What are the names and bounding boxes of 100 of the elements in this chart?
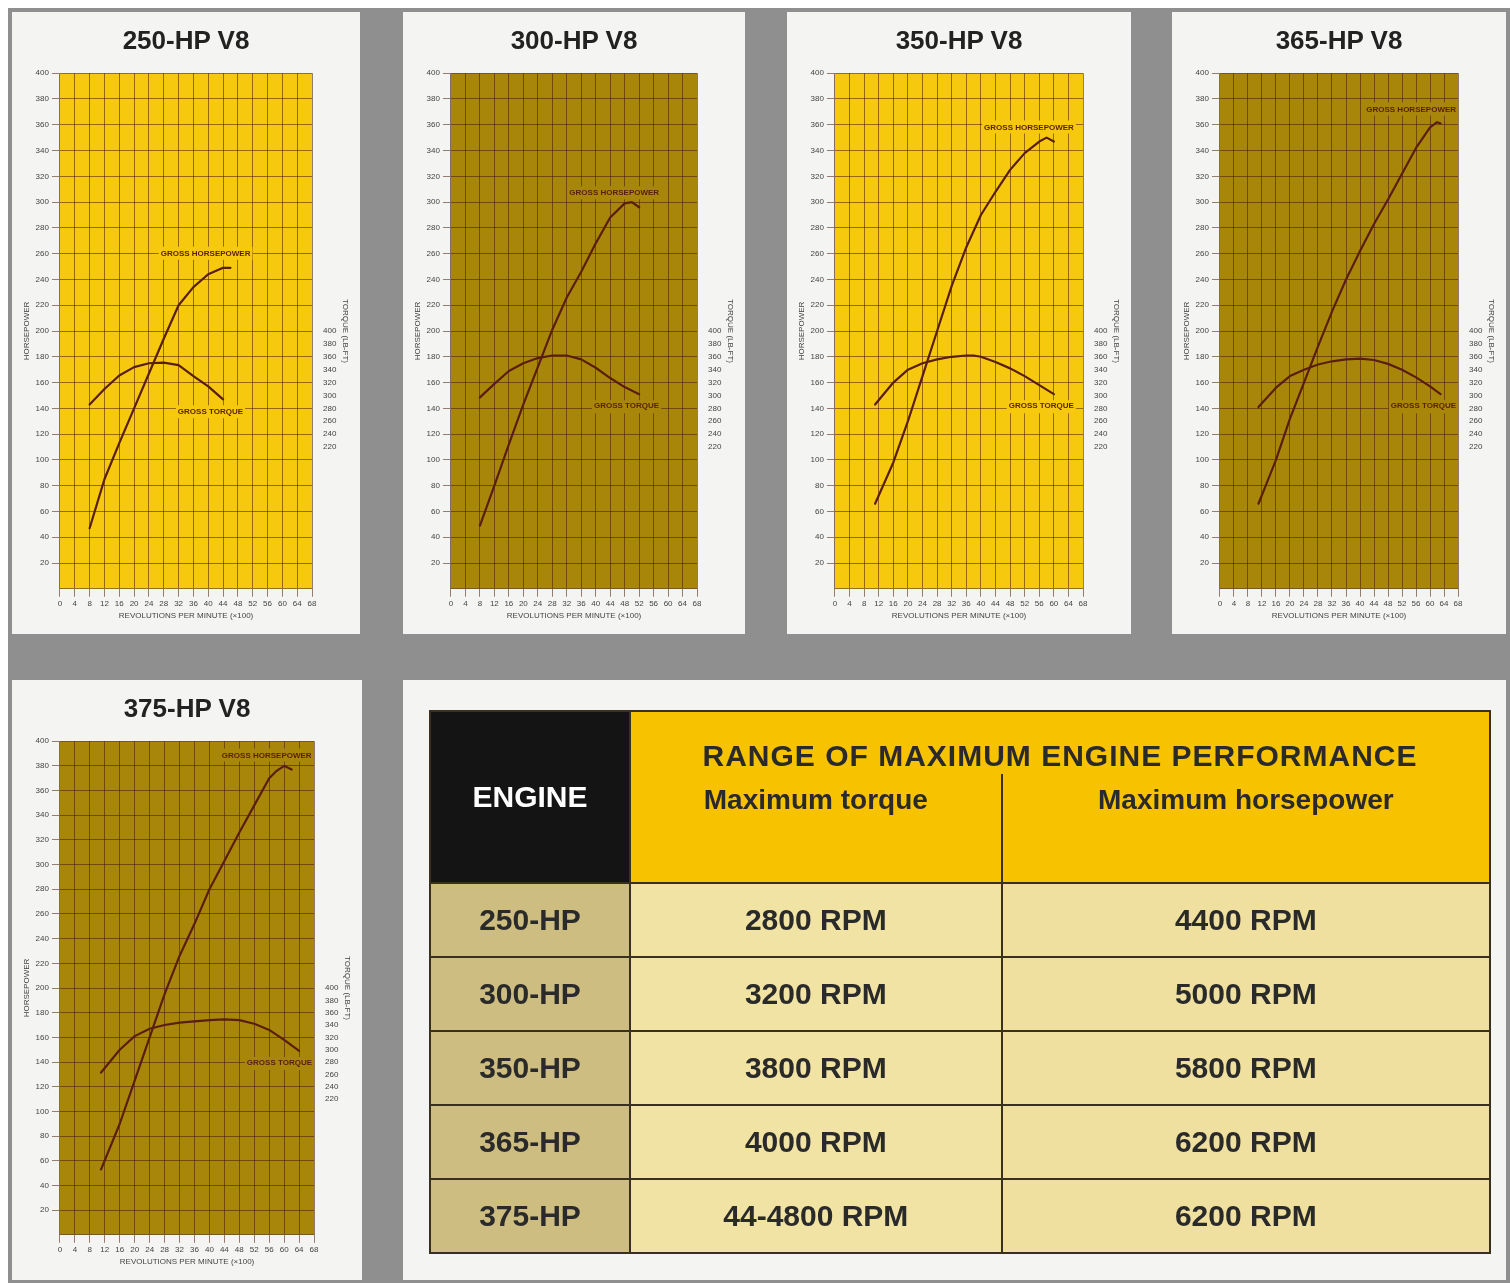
- chart-title: 375-HP V8: [123, 692, 251, 723]
- x-tick-label: 52: [249, 1244, 260, 1254]
- y-tick-label: 40: [815, 532, 825, 542]
- y-tick-label: 100: [810, 455, 825, 465]
- y2-tick-label: 320: [1094, 377, 1108, 387]
- x-tick-label: 60: [663, 598, 674, 608]
- x-tick-label: 32: [562, 598, 572, 608]
- y-tick-label: 80: [431, 480, 441, 490]
- x-tick-label: 36: [1341, 598, 1351, 608]
- x-tick-label: 12: [100, 1244, 110, 1254]
- y-tick-label: 340: [1195, 145, 1210, 155]
- y-tick-label: 340: [35, 810, 50, 820]
- y2-tick-label: 340: [1469, 364, 1483, 374]
- y-tick-label: 380: [810, 94, 825, 104]
- x-tick-label: 64: [292, 598, 303, 608]
- y-tick-label: 20: [40, 1205, 50, 1215]
- text: 6200 RPM: [1174, 1199, 1317, 1232]
- text: GROSS TORQUE: [177, 406, 244, 416]
- y-tick-label: 380: [35, 761, 50, 771]
- x-tick-label: 48: [620, 598, 630, 608]
- y-tick-label: 220: [810, 300, 825, 310]
- x-tick-label: 40: [976, 598, 986, 608]
- x-tick-label: 36: [576, 598, 587, 608]
- x-axis-title: REVOLUTIONS PER MINUTE (×100): [1271, 611, 1407, 621]
- y-tick-label: 40: [1200, 532, 1210, 542]
- y2-axis-title: TORQUE (LB-FT): [343, 956, 352, 1021]
- y-tick-label: 300: [35, 859, 50, 869]
- x-tick-label: 8: [87, 1244, 93, 1254]
- x-tick-label: 4: [72, 1244, 78, 1254]
- x-tick-label: 12: [1257, 598, 1267, 608]
- y2-tick-label: 380: [1469, 339, 1483, 349]
- y2-tick-label: 380: [708, 339, 722, 349]
- y2-tick-label: 260: [325, 1069, 339, 1079]
- x-tick-label: 16: [115, 1244, 125, 1254]
- y-tick-label: 240: [35, 274, 50, 284]
- y2-tick-label: 400: [325, 983, 339, 993]
- x-tick-label: 20: [903, 598, 913, 608]
- y-tick-label: 340: [426, 145, 441, 155]
- text: GROSS HORSEPOWER: [221, 750, 312, 760]
- text: 6200 RPM: [1174, 1125, 1317, 1158]
- y-tick-label: 100: [1195, 455, 1210, 465]
- y2-tick-label: 240: [325, 1081, 339, 1091]
- y-tick-label: 160: [1195, 377, 1210, 387]
- text: 5800 RPM: [1174, 1051, 1317, 1084]
- x-tick-label: 4: [72, 598, 78, 608]
- y-tick-label: 160: [810, 377, 825, 387]
- x-tick-label: 20: [1285, 598, 1295, 608]
- x-tick-label: 44: [219, 1244, 230, 1254]
- y2-tick-label: 300: [323, 390, 337, 400]
- chart-title: 250-HP V8: [122, 24, 250, 55]
- y-tick-label: 240: [35, 933, 50, 943]
- y2-tick-label: 300: [1094, 390, 1108, 400]
- x-tick-label: 8: [1245, 598, 1251, 608]
- y-tick-label: 360: [810, 119, 825, 129]
- y-tick-label: 100: [35, 455, 50, 465]
- x-tick-label: 20: [130, 1244, 140, 1254]
- y2-tick-label: 280: [1094, 403, 1108, 413]
- y-tick-label: 40: [40, 1180, 50, 1190]
- y-tick-label: 360: [35, 119, 50, 129]
- y-tick-label: 280: [810, 223, 825, 233]
- text: GROSS TORQUE: [593, 401, 660, 411]
- x-tick-label: 40: [203, 598, 214, 608]
- y2-tick-label: 260: [323, 416, 337, 426]
- y-tick-label: 200: [1195, 326, 1210, 336]
- y-tick-label: 320: [35, 171, 50, 181]
- y-tick-label: 320: [35, 835, 50, 845]
- x-tick-label: 40: [204, 1244, 215, 1254]
- y2-tick-label: 220: [325, 1094, 339, 1104]
- y-tick-label: 80: [40, 480, 50, 490]
- x-tick-label: 0: [832, 598, 838, 608]
- y-tick-label: 240: [426, 274, 441, 284]
- y-tick-label: 80: [40, 1131, 50, 1141]
- x-tick-label: 28: [159, 598, 169, 608]
- x-tick-label: 4: [1231, 598, 1237, 608]
- y-tick-label: 80: [1200, 480, 1210, 490]
- chart-title: 300-HP V8: [510, 24, 638, 55]
- x-tick-label: 20: [518, 598, 529, 608]
- x-tick-label: 24: [533, 598, 543, 608]
- x-tick-label: 16: [1271, 598, 1281, 608]
- x-tick-label: 32: [174, 598, 184, 608]
- x-tick-label: 56: [264, 1244, 275, 1254]
- y-axis-title: HORSEPOWER: [413, 301, 422, 361]
- x-tick-label: 60: [1425, 598, 1436, 608]
- y-tick-label: 200: [35, 326, 50, 336]
- x-tick-label: 64: [1439, 598, 1450, 608]
- x-tick-label: 36: [190, 1244, 200, 1254]
- y-tick-label: 60: [431, 506, 441, 516]
- x-tick-label: 32: [1327, 598, 1337, 608]
- y-tick-label: 300: [1195, 197, 1210, 207]
- x-tick-label: 16: [888, 598, 899, 608]
- y-tick-label: 20: [431, 558, 441, 568]
- y-tick-label: 60: [40, 506, 50, 516]
- x-tick-label: 32: [175, 1244, 185, 1254]
- y2-tick-label: 260: [1094, 416, 1108, 426]
- y2-tick-label: 360: [708, 351, 722, 361]
- y2-axis-title: TORQUE (LB-FT): [726, 299, 735, 364]
- y-axis-title: HORSEPOWER: [797, 301, 806, 361]
- series-label: GROSS TORQUE: [246, 1058, 313, 1068]
- y2-tick-label: 380: [323, 339, 337, 349]
- y-tick-label: 260: [35, 909, 50, 919]
